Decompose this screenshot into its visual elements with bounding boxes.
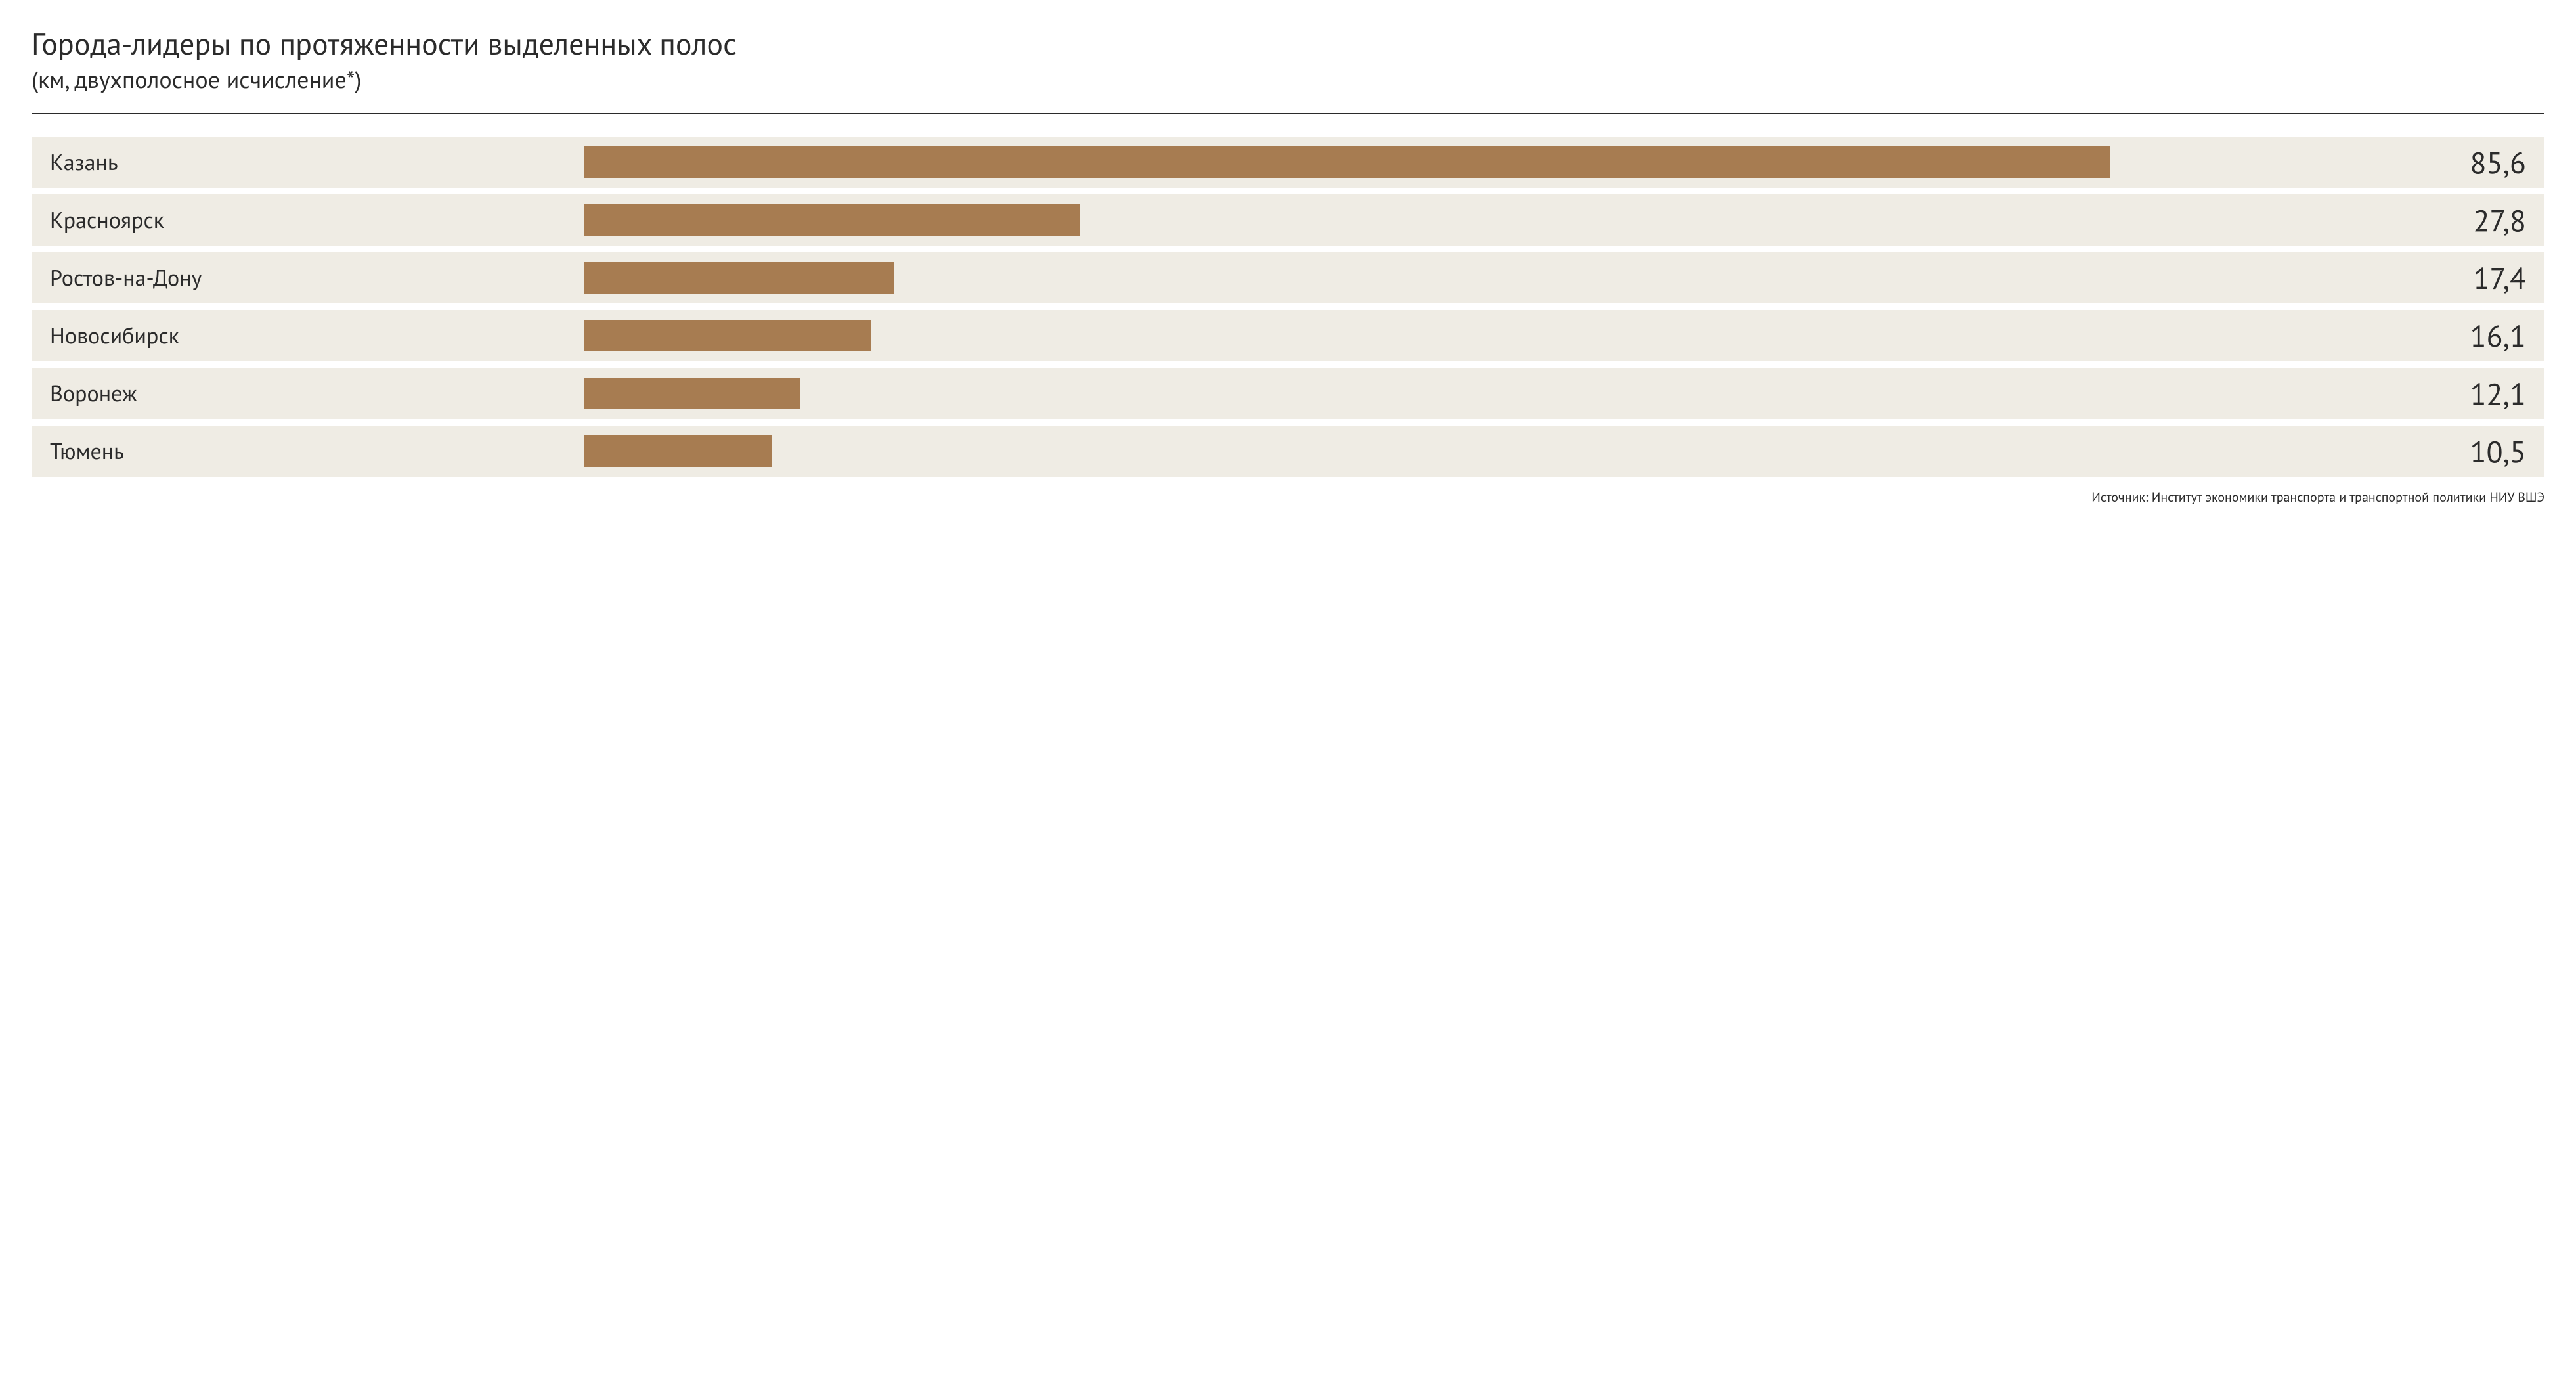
row-label: Новосибирск: [32, 321, 584, 350]
bar: [584, 204, 1080, 236]
bar: [584, 320, 871, 351]
bar-track: [584, 137, 2243, 188]
bar: [584, 146, 2110, 178]
table-row: Тюмень 10,5: [32, 426, 2544, 477]
chart-title: Города-лидеры по протяженности выделенны…: [32, 26, 2544, 61]
chart-source: Источник: Институт экономики транспорта …: [32, 489, 2544, 506]
row-label: Тюмень: [32, 437, 584, 466]
row-value: 10,5: [2243, 432, 2544, 471]
chart-rows: Казань 85,6 Красноярск 27,8 Ростов-на-Дону 17…: [32, 137, 2544, 477]
row-label: Красноярск: [32, 206, 584, 234]
row-label: Казань: [32, 148, 584, 177]
bar: [584, 378, 800, 409]
table-row: Новосибирск 16,1: [32, 310, 2544, 361]
chart-subtitle: (км, двухполосное исчисление*): [32, 64, 2544, 95]
row-value: 16,1: [2243, 316, 2544, 355]
row-label: Ростов-на-Дону: [32, 263, 584, 292]
table-row: Воронеж 12,1: [32, 368, 2544, 419]
table-row: Красноярск 27,8: [32, 194, 2544, 246]
table-row: Ростов-на-Дону 17,4: [32, 252, 2544, 303]
row-value: 17,4: [2243, 258, 2544, 298]
bar: [584, 262, 894, 294]
bar-track: [584, 368, 2243, 419]
table-row: Казань 85,6: [32, 137, 2544, 188]
bar-track: [584, 310, 2243, 361]
bus-lane-chart: Города-лидеры по протяженности выделенны…: [0, 0, 2576, 521]
bar-track: [584, 194, 2243, 246]
bar-track: [584, 252, 2243, 303]
chart-divider: [32, 113, 2544, 114]
row-value: 12,1: [2243, 374, 2544, 413]
row-value: 27,8: [2243, 200, 2544, 240]
row-value: 85,6: [2243, 143, 2544, 182]
bar: [584, 435, 772, 467]
bar-track: [584, 426, 2243, 477]
row-label: Воронеж: [32, 379, 584, 408]
